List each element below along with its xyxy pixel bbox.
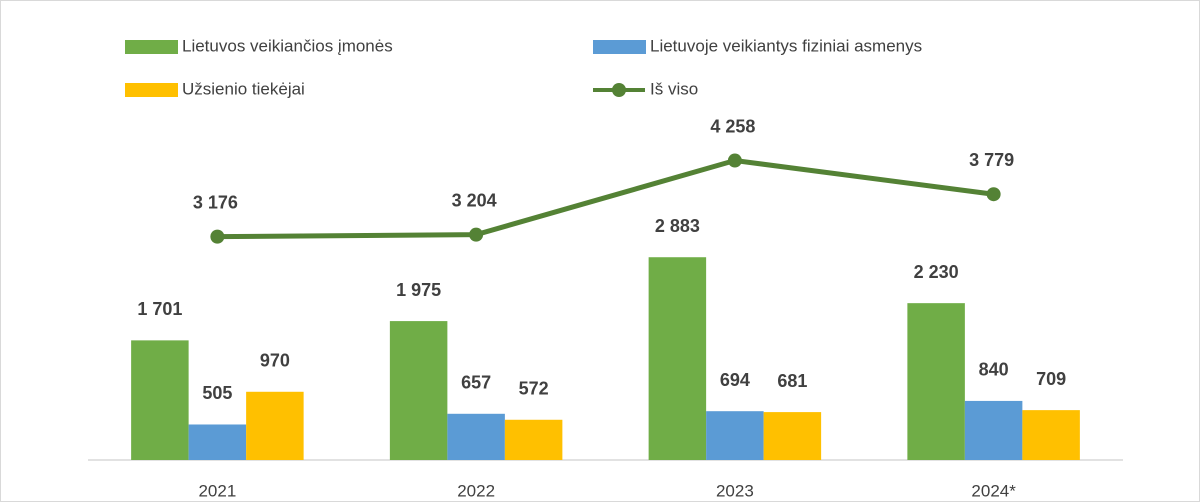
bar: [648, 257, 707, 460]
data-label: 1 975: [396, 280, 441, 300]
data-label: 694: [720, 370, 750, 390]
data-label: 3 176: [193, 192, 238, 212]
bar: [763, 412, 822, 460]
data-label: 709: [1036, 369, 1066, 389]
line-marker: [210, 229, 225, 244]
x-tick-label: 2021: [198, 481, 236, 500]
line-marker: [986, 187, 1001, 202]
data-label: 4 258: [710, 116, 755, 136]
data-label: 505: [202, 383, 232, 403]
data-label: 840: [979, 360, 1009, 380]
data-label: 657: [461, 373, 491, 393]
bar: [1022, 410, 1080, 460]
line-marker: [727, 153, 742, 168]
bar: [131, 340, 189, 460]
legend-label: Lietuvos veikiančios įmonės: [182, 36, 393, 55]
data-label: 572: [519, 379, 549, 399]
data-label: 2 230: [914, 262, 959, 282]
bar: [188, 424, 247, 460]
legend-label: Iš viso: [650, 79, 698, 98]
bar: [447, 413, 505, 460]
line: [217, 157, 994, 240]
legend-swatch: [125, 40, 178, 54]
line-marker: [469, 227, 484, 242]
bar: [706, 411, 764, 460]
bar: [389, 321, 448, 460]
legend-label: Užsienio tiekėjai: [182, 79, 305, 98]
data-label: 2 883: [655, 216, 700, 236]
legend-label: Lietuvoje veikiantys fiziniai asmenys: [650, 36, 922, 55]
data-label: 970: [260, 351, 290, 371]
legend-swatch: [125, 83, 178, 97]
x-tick-label: 2023: [716, 481, 754, 500]
data-label: 3 204: [452, 190, 497, 210]
bar: [907, 303, 965, 460]
bar: [964, 400, 1023, 460]
legend-marker: [612, 83, 626, 97]
x-tick-label: 2022: [457, 481, 495, 500]
x-tick-label: 2024*: [971, 481, 1016, 500]
data-label: 3 779: [969, 150, 1014, 170]
data-label: 1 701: [137, 299, 182, 319]
bar: [246, 391, 304, 460]
legend-swatch: [593, 40, 646, 54]
bar: [504, 419, 563, 460]
data-label: 681: [777, 371, 807, 391]
